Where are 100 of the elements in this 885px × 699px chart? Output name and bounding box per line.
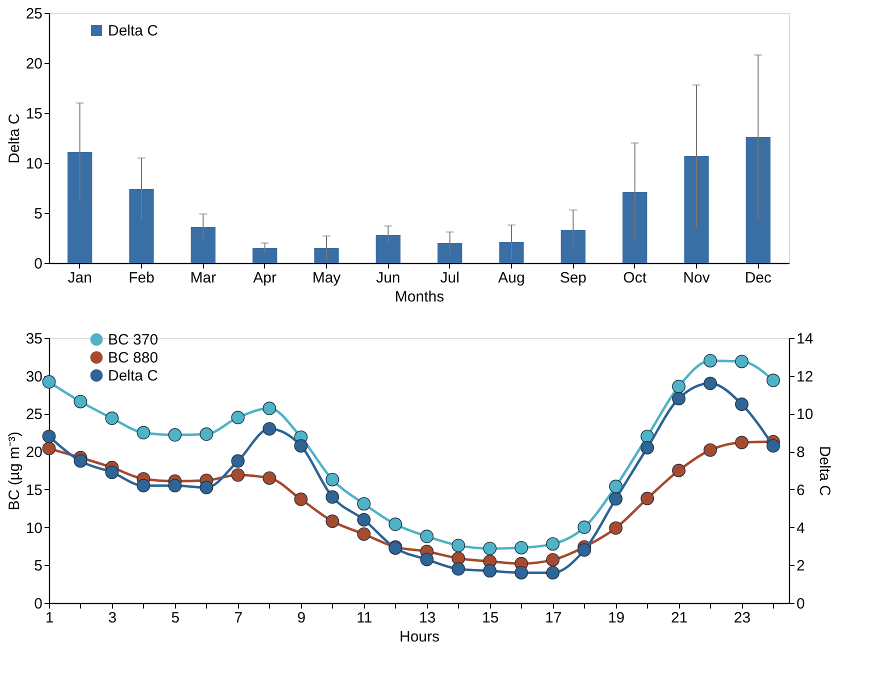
y-tick-label: 10 [26, 156, 42, 172]
point [735, 398, 748, 411]
x-tick-label: Jan [68, 270, 92, 286]
point [231, 454, 245, 468]
point [420, 530, 434, 544]
point [735, 354, 748, 368]
point [326, 514, 340, 528]
x-tick-label: Apr [253, 270, 277, 286]
point [326, 490, 340, 504]
x-tick-label: Dec [744, 270, 772, 286]
point [420, 552, 434, 566]
x-tick-label: Sep [560, 270, 587, 286]
bar [684, 156, 709, 263]
y2-tick-label: 6 [796, 482, 805, 499]
y-tick-label: 15 [26, 482, 42, 499]
point [168, 478, 182, 492]
point [609, 480, 623, 494]
y-tick-label: 20 [26, 56, 42, 72]
point [766, 374, 780, 388]
bar [190, 227, 216, 263]
point [640, 441, 654, 454]
point [514, 566, 528, 580]
bar [252, 248, 278, 263]
bar [499, 242, 524, 263]
y-tick-label: 20 [26, 444, 42, 462]
point [294, 492, 308, 506]
x-tick-label: 9 [297, 610, 306, 626]
point [200, 427, 214, 441]
y2-tick-label: 14 [796, 330, 814, 348]
point [672, 464, 686, 478]
point [640, 492, 654, 506]
point [136, 478, 150, 492]
x-tick-label: 23 [734, 610, 751, 626]
point [105, 466, 119, 480]
point [231, 468, 245, 482]
y-tick-label: 25 [26, 6, 42, 22]
y-axis-title: BC (µg m⁻³) [6, 432, 23, 510]
y-axis-title: Delta C [6, 113, 23, 164]
y-tick-label: 30 [26, 368, 42, 386]
x-tick-label: Aug [498, 270, 525, 286]
x-tick-label: Jun [376, 270, 400, 286]
bar [376, 235, 400, 263]
point [452, 562, 466, 576]
legend-label: BC 370 [108, 332, 158, 348]
point [74, 394, 88, 408]
x-tick-label: 13 [419, 610, 436, 626]
point [136, 426, 150, 440]
y2-axis-title: Delta C [816, 446, 834, 496]
legend-label: Delta C [108, 368, 158, 384]
x-tick-label: Mar [190, 270, 216, 286]
point [704, 443, 717, 457]
bar [560, 230, 586, 263]
y2-tick-label: 10 [796, 406, 814, 424]
point [357, 527, 371, 541]
point [294, 439, 308, 453]
bar [129, 189, 154, 263]
point [578, 543, 592, 557]
x-axis-title: Hours [399, 628, 440, 646]
point [704, 354, 717, 368]
x-axis-title: Months [394, 288, 444, 306]
y2-tick-label: 12 [796, 368, 814, 386]
point [105, 412, 119, 425]
point [262, 402, 276, 416]
point [262, 471, 276, 485]
y-tick-label: 0 [34, 596, 42, 612]
point [546, 566, 560, 580]
x-tick-label: May [312, 270, 342, 286]
legend-label: Delta C [108, 22, 158, 40]
point [483, 564, 497, 578]
point [452, 538, 466, 552]
x-tick-label: Oct [623, 270, 648, 286]
point [672, 380, 686, 394]
point [357, 513, 371, 526]
point [578, 520, 592, 534]
x-tick-label: Feb [128, 270, 154, 286]
legend-label: BC 880 [108, 350, 158, 366]
bar [438, 243, 462, 263]
y-tick-label: 35 [26, 330, 42, 348]
bar [746, 137, 770, 263]
x-tick-label: 21 [670, 610, 688, 626]
point [357, 497, 371, 511]
point [735, 436, 748, 450]
y-tick-label: 25 [26, 406, 42, 424]
point [609, 492, 623, 506]
point [168, 428, 182, 442]
point [42, 430, 56, 444]
point [672, 392, 686, 406]
x-tick-label: 11 [356, 610, 372, 626]
y-tick-label: 0 [34, 256, 42, 272]
x-tick-label: 7 [234, 610, 243, 626]
y2-tick-label: 2 [796, 558, 805, 575]
bar [68, 152, 92, 263]
y2-tick-label: 0 [796, 596, 805, 612]
point [262, 422, 276, 436]
x-tick-label: Jul [440, 270, 460, 286]
x-tick-label: 19 [608, 610, 625, 626]
y-tick-label: 5 [34, 558, 42, 575]
point [42, 375, 56, 389]
x-tick-label: 15 [482, 610, 499, 626]
x-tick-label: 3 [108, 610, 117, 626]
